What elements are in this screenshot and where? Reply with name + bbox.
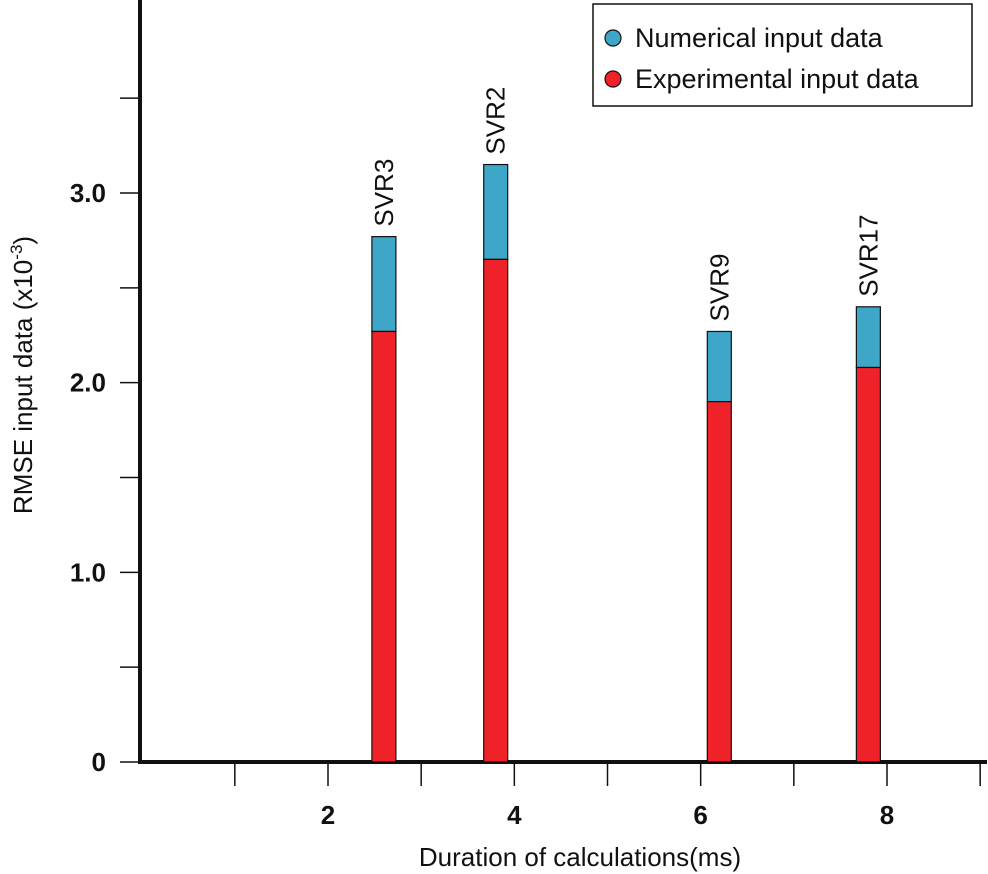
bar-label-SVR3: SVR3 bbox=[369, 159, 399, 227]
x-tick-label: 2 bbox=[321, 800, 335, 830]
bar-numerical-SVR2 bbox=[483, 163, 509, 260]
x-tick-label: 6 bbox=[693, 800, 707, 830]
bar-experimental-SVR17 bbox=[855, 366, 881, 763]
x-tick-label: 8 bbox=[880, 800, 894, 830]
bar-numerical-SVR9 bbox=[706, 330, 732, 403]
y-tick-label: 0 bbox=[92, 747, 106, 777]
bar-experimental-SVR3 bbox=[371, 330, 397, 763]
y-axis-title-main: RMSE input data (x10 bbox=[8, 260, 38, 514]
bars bbox=[371, 163, 881, 763]
y-tick-label: 2.0 bbox=[70, 368, 106, 398]
y-tick-label: 1.0 bbox=[70, 557, 106, 587]
legend-box bbox=[592, 3, 973, 107]
y-tick-label: 3.0 bbox=[70, 178, 106, 208]
y-axis-title-close: ) bbox=[8, 236, 38, 245]
legend-label-numerical: Numerical input data bbox=[635, 23, 884, 53]
legend-marker-experimental bbox=[604, 70, 622, 88]
bar-numerical-SVR17 bbox=[855, 306, 881, 369]
bar-labels: SVR3 SVR2 SVR9 SVR17 bbox=[369, 87, 883, 322]
x-axis-title: Duration of calculations(ms) bbox=[419, 842, 741, 872]
legend: Numerical input data Experimental input … bbox=[592, 3, 973, 107]
bar-label-SVR17: SVR17 bbox=[853, 214, 883, 296]
axes: 0 1.0 2.0 3.0 2 4 6 8 bbox=[70, 0, 987, 830]
bar-label-SVR9: SVR9 bbox=[704, 254, 734, 322]
legend-marker-numerical bbox=[604, 29, 622, 47]
y-axis-title-exponent: -3 bbox=[7, 245, 26, 260]
bar-label-SVR2: SVR2 bbox=[481, 87, 511, 155]
bar-numerical-SVR3 bbox=[371, 236, 397, 333]
y-axis-title: RMSE input data (x10-3) bbox=[7, 236, 38, 514]
legend-label-experimental: Experimental input data bbox=[635, 64, 920, 94]
x-tick-label: 4 bbox=[507, 800, 522, 830]
bar-experimental-SVR9 bbox=[706, 401, 732, 763]
bar-experimental-SVR2 bbox=[483, 258, 509, 763]
